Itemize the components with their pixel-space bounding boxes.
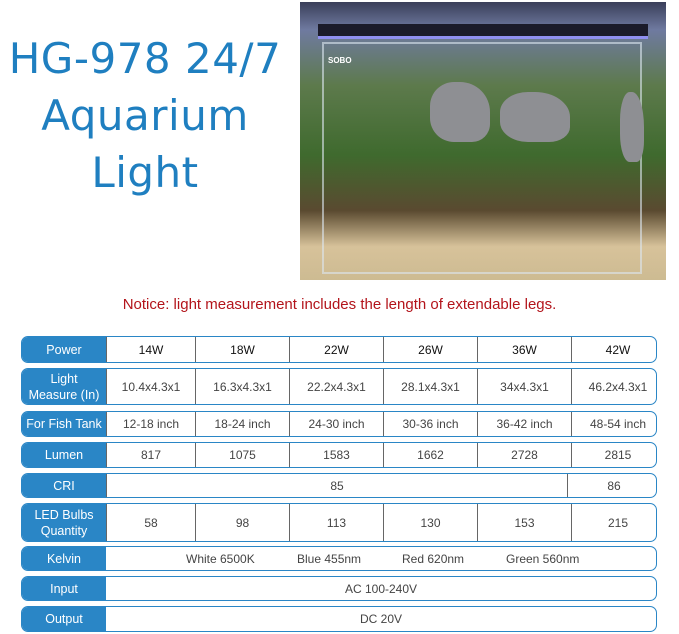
cell: 26W	[383, 337, 477, 362]
cell: Red 620nm	[402, 551, 465, 566]
row-kelvin: Kelvin White 6500K Blue 455nm Red 620nm …	[21, 546, 657, 571]
label-line: Quantity	[40, 523, 88, 538]
cell: 28.1x4.3x1	[383, 369, 477, 404]
kelvin-values: White 6500K Blue 455nm Red 620nm Green 5…	[106, 547, 656, 570]
cell: DC 20V	[359, 612, 403, 626]
cell: 48-54 inch	[571, 412, 656, 436]
label-line: Measure (In)	[28, 387, 100, 402]
lamp-fixture	[318, 24, 648, 39]
cell: 85	[106, 474, 567, 497]
cell: 58	[106, 504, 195, 541]
aquarium-photo: SOBO	[300, 2, 666, 280]
cell: 46.2x4.3x1	[571, 369, 656, 404]
brand-logo: SOBO	[328, 56, 352, 65]
row-label: LED Bulbs Quantity	[22, 504, 106, 541]
title-line: Light	[91, 148, 199, 197]
cell: 215	[571, 504, 656, 541]
cell: 2728	[477, 443, 571, 467]
cell: 130	[383, 504, 477, 541]
cell: 22.2x4.3x1	[289, 369, 383, 404]
row-label: CRI	[22, 474, 106, 497]
row-label: For Fish Tank	[22, 412, 106, 436]
row-output: Output DC 20V	[21, 606, 657, 632]
row-label: Light Measure (In)	[22, 369, 106, 404]
row-power: Power 14W 18W 22W 26W 36W 42W	[21, 336, 657, 363]
cell: 42W	[571, 337, 656, 362]
cell: 1662	[383, 443, 477, 467]
cell: 36-42 inch	[477, 412, 571, 436]
cell: 30-36 inch	[383, 412, 477, 436]
notice-text: Notice: light measurement includes the l…	[122, 296, 557, 313]
cell: 1075	[195, 443, 289, 467]
cell: Blue 455nm	[297, 551, 362, 566]
cell: 86	[567, 474, 656, 497]
title-line: HG-978 24/7	[8, 34, 282, 83]
cell: AC 100-240V	[344, 581, 418, 596]
cell: 12-18 inch	[106, 412, 195, 436]
cell: 153	[477, 504, 571, 541]
tank-glass	[322, 42, 642, 274]
cell: 10.4x4.3x1	[106, 369, 195, 404]
cell: 2815	[571, 443, 656, 467]
cell: 14W	[106, 337, 195, 362]
title-line: Aquarium	[41, 91, 249, 140]
cell: 24-30 inch	[289, 412, 383, 436]
label-line: Light	[50, 371, 78, 386]
product-title: HG-978 24/7 Aquarium Light	[0, 30, 290, 201]
row-label: Power	[22, 337, 106, 362]
cell: 18-24 inch	[195, 412, 289, 436]
cell: 16.3x4.3x1	[195, 369, 289, 404]
row-light-measure: Light Measure (In) 10.4x4.3x1 16.3x4.3x1 …	[21, 368, 657, 405]
row-cri: CRI 85 86	[21, 473, 657, 498]
cell: Green 560nm	[506, 551, 580, 566]
row-lumen: Lumen 817 1075 1583 1662 2728 2815	[21, 442, 657, 468]
cell: 22W	[289, 337, 383, 362]
cell: 34x4.3x1	[477, 369, 571, 404]
cell: 113	[289, 504, 383, 541]
row-label: Output	[22, 607, 106, 631]
label-line: LED Bulbs	[34, 507, 94, 522]
cell: 98	[195, 504, 289, 541]
cell: 36W	[477, 337, 571, 362]
rock	[500, 92, 570, 142]
row-led-bulbs: LED Bulbs Quantity 58 98 113 130 153 215	[21, 503, 657, 542]
rock	[620, 92, 644, 162]
row-label: Lumen	[22, 443, 106, 467]
cell: 1583	[289, 443, 383, 467]
cell: 817	[106, 443, 195, 467]
cell: White 6500K	[186, 551, 255, 566]
cell: 18W	[195, 337, 289, 362]
row-fish-tank: For Fish Tank 12-18 inch 18-24 inch 24-3…	[21, 411, 657, 437]
row-label: Kelvin	[22, 547, 106, 570]
row-label: Input	[22, 577, 106, 600]
row-input: Input AC 100-240V	[21, 576, 657, 601]
rock	[430, 82, 490, 142]
